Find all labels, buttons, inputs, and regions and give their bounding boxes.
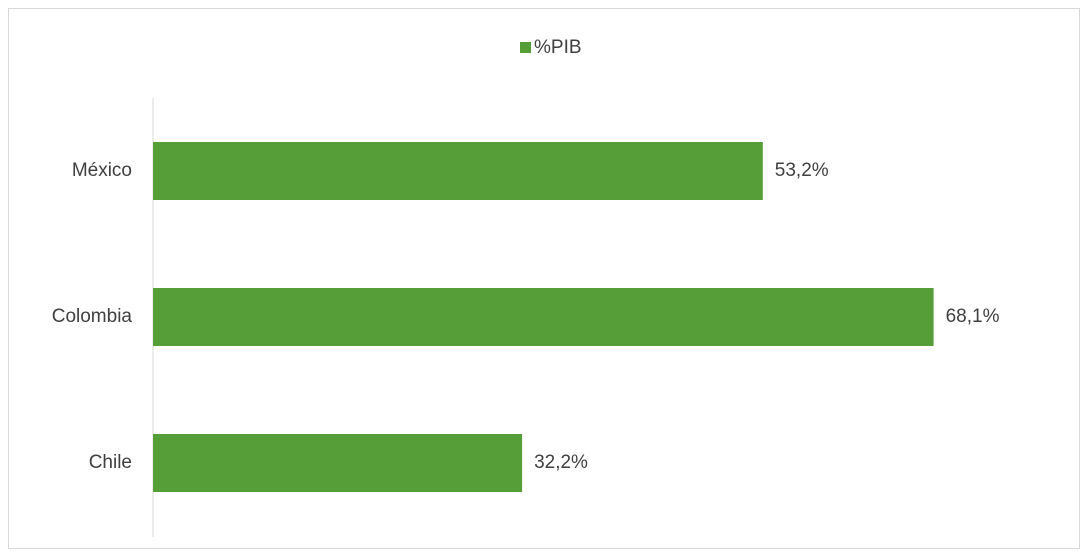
legend-label: %PIB bbox=[534, 37, 582, 58]
data-label: 32,2% bbox=[534, 452, 588, 473]
bar bbox=[153, 142, 763, 200]
y-tick-label: México bbox=[72, 160, 132, 181]
data-label: 68,1% bbox=[946, 306, 1000, 327]
bar bbox=[153, 434, 523, 492]
y-tick-label: Colombia bbox=[52, 306, 133, 327]
legend-swatch bbox=[520, 42, 531, 53]
data-label: 53,2% bbox=[775, 160, 829, 181]
bar bbox=[153, 288, 934, 346]
y-tick-label: Chile bbox=[89, 452, 132, 473]
